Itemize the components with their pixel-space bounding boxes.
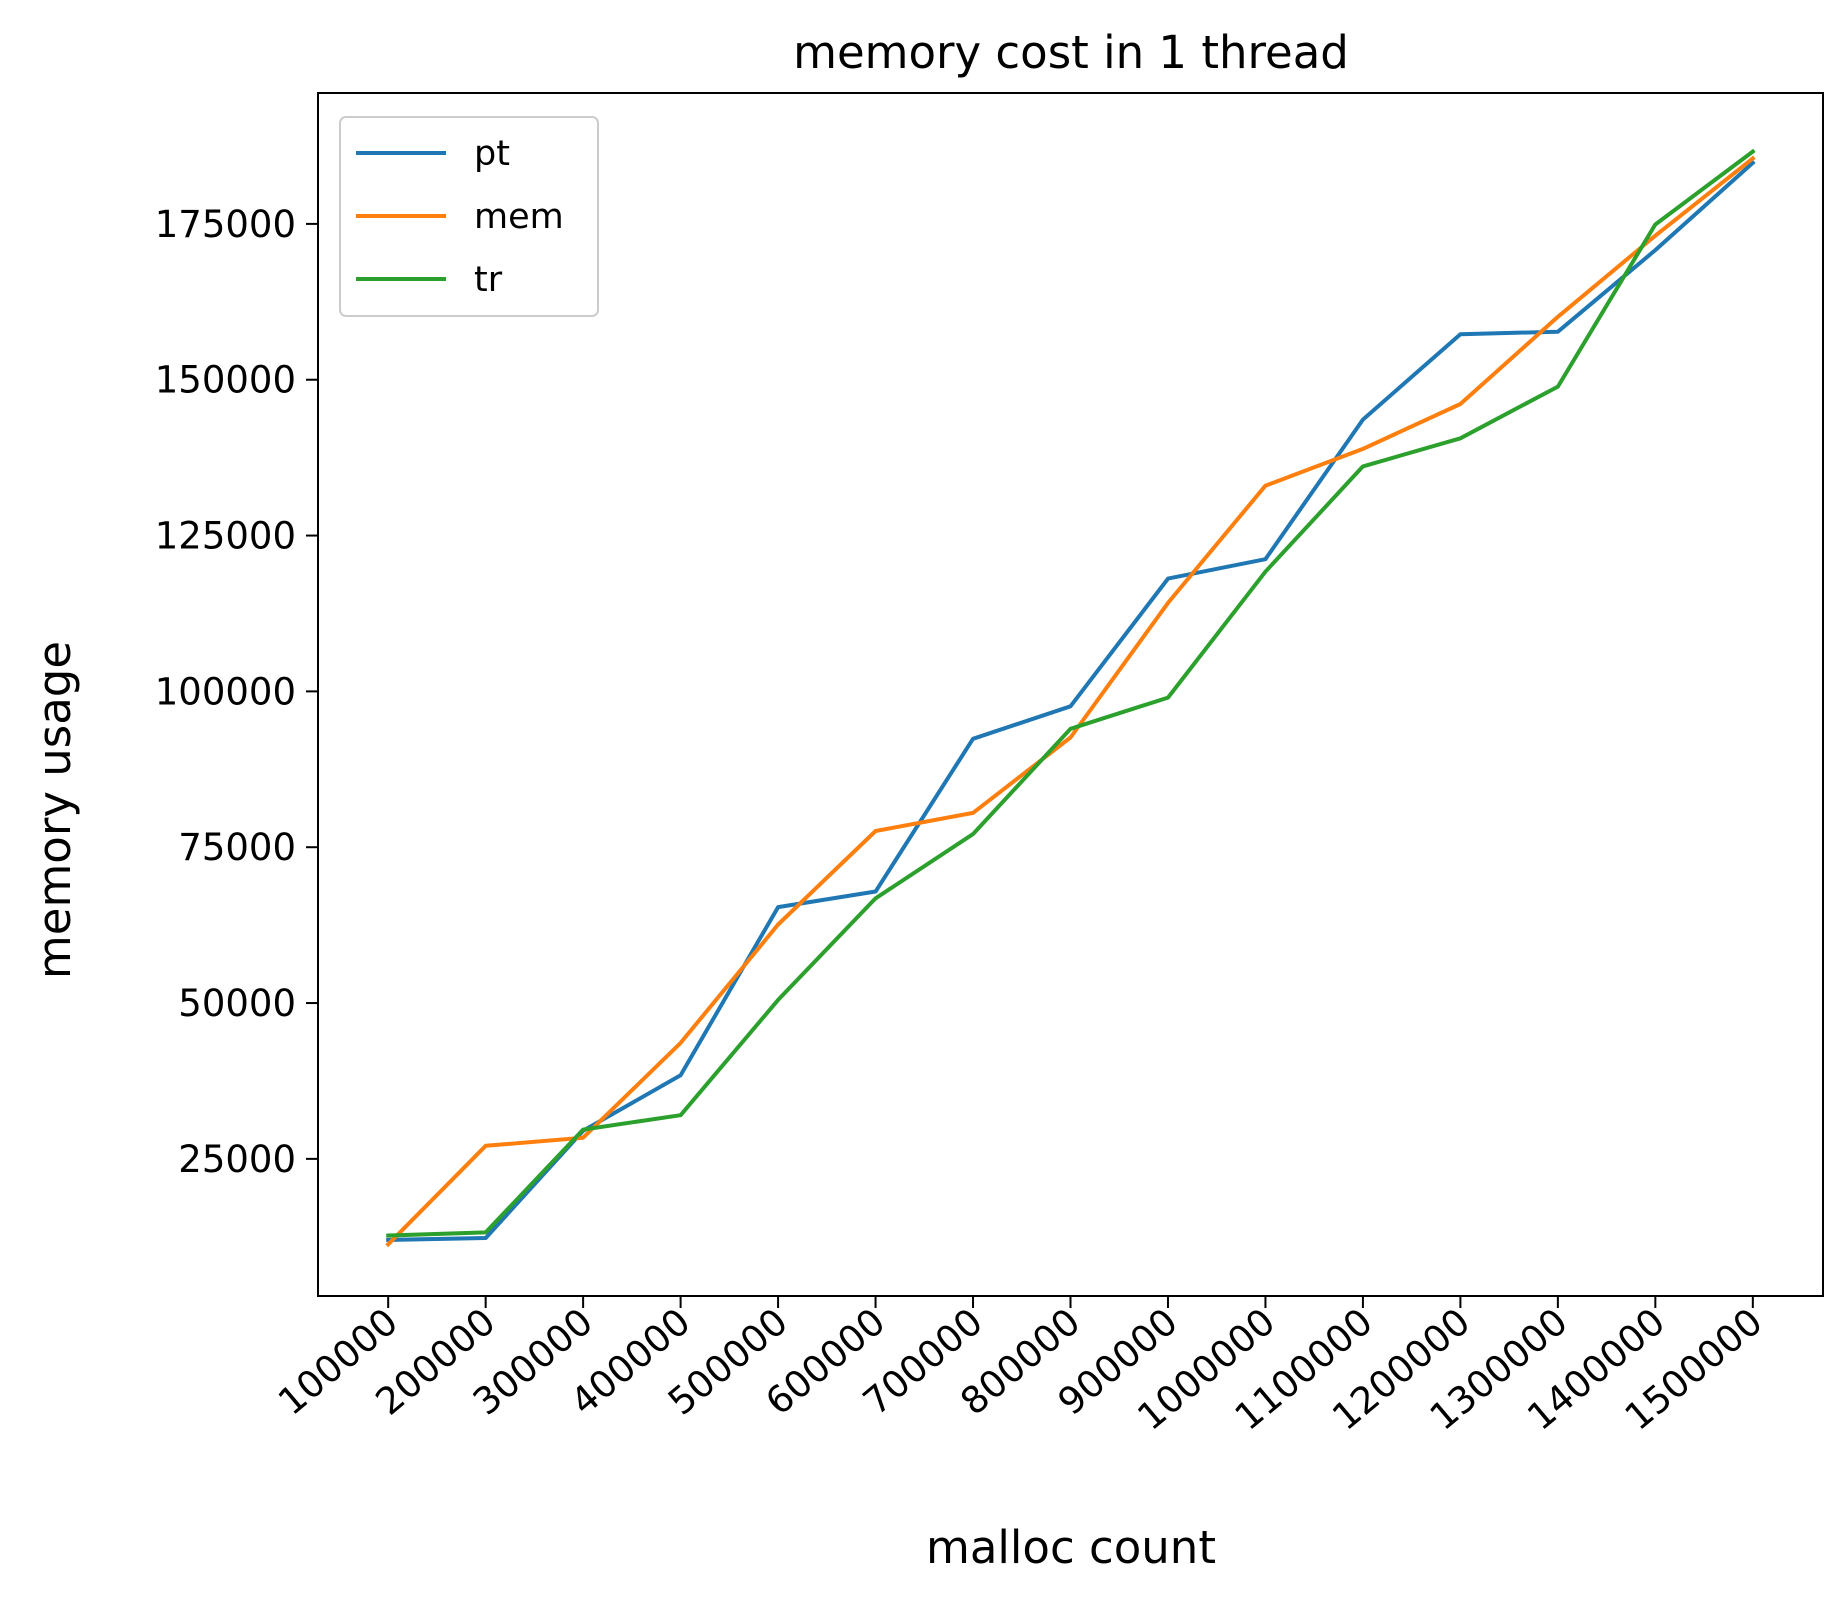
x-axis-title: malloc count (926, 1521, 1216, 1574)
series-line-mem (385, 155, 1756, 1248)
legend: pt mem tr (339, 116, 599, 317)
y-tick-label: 50000 (178, 982, 296, 1025)
y-tick-label: 150000 (155, 359, 296, 402)
legend-box (339, 116, 599, 317)
legend-label-pt: pt (474, 134, 510, 174)
series-line-pt (386, 159, 1756, 1242)
y-tick-label: 100000 (155, 670, 296, 713)
y-tick-label: 175000 (155, 203, 296, 246)
chart-title: memory cost in 1 thread (793, 26, 1349, 79)
y-tick-label: 75000 (178, 826, 296, 869)
y-axis-title: memory usage (28, 641, 81, 979)
y-tick-label: 25000 (178, 1138, 296, 1181)
legend-label-tr: tr (474, 260, 503, 300)
legend-label-mem: mem (474, 197, 564, 237)
y-tick-label: 125000 (155, 515, 296, 558)
series-line-tr (386, 148, 1756, 1238)
